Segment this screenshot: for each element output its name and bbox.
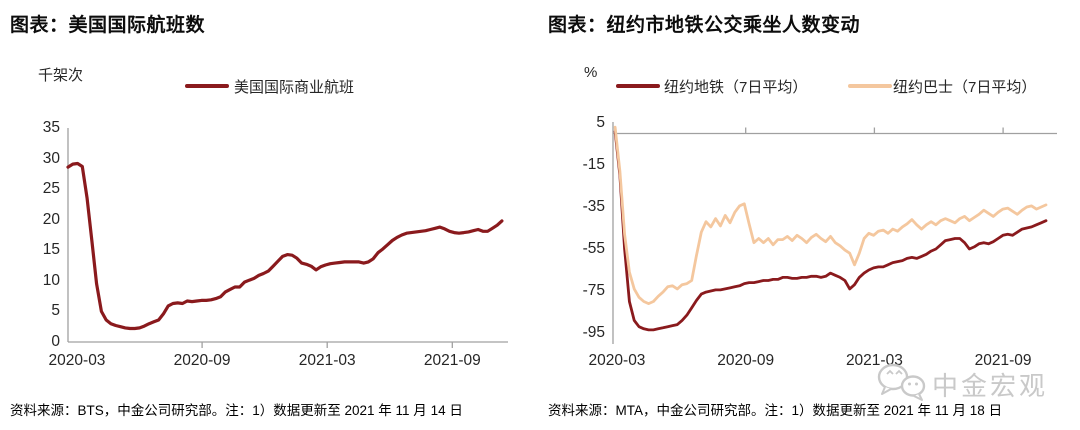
x-axis-tick-label: 2020-03 [588, 352, 646, 369]
x-axis-tick-label: 2021-09 [423, 352, 481, 369]
x-axis-tick-label: 2021-09 [974, 352, 1032, 369]
ridership-chart-title: 图表：纽约市地铁公交乘坐人数变动 [548, 15, 861, 36]
watermark-text: 中金宏观 [932, 371, 1049, 401]
flights-legend-label: 美国国际商业航班 [234, 79, 355, 96]
y-axis-tick-label: 10 [42, 272, 60, 289]
y-axis-tick-label: -15 [582, 156, 605, 173]
y-axis-tick-label: -35 [582, 198, 605, 215]
bus-legend-swatch [848, 84, 892, 88]
ridership-chart-panel: 图表：纽约市地铁公交乘坐人数变动 % 纽约地铁（7日平均） 纽约巴士（7日平均）… [540, 0, 1080, 430]
watermark: 中金宏观 [876, 362, 1066, 404]
ridership-chart-canvas [612, 122, 1057, 344]
wechat-chat-bubbles-icon [877, 363, 926, 401]
y-axis-tick-label: -75 [582, 282, 605, 299]
x-axis-tick-label: 2020-09 [717, 352, 775, 369]
flights-chart-panel: 图表：美国国际航班数 千架次 美国国际商业航班 资料来源：BTS，中金公司研究部… [10, 15, 508, 418]
y-axis-tick-label: -95 [582, 324, 605, 341]
flights-source-note: 资料来源：BTS，中金公司研究部。注：1）数据更新至 2021 年 11 月 1… [10, 403, 463, 418]
y-axis-tick-label: -55 [582, 240, 605, 257]
y-axis-tick-label: 0 [51, 333, 60, 350]
flights-legend-swatch [185, 84, 229, 88]
y-axis-tick-label: 30 [42, 150, 60, 167]
y-axis-tick-label: 35 [42, 119, 60, 136]
subway-legend-label: 纽约地铁（7日平均） [664, 79, 808, 96]
flights-chart-title: 图表：美国国际航班数 [10, 15, 206, 36]
ridership-y-unit-label: % [584, 64, 598, 81]
flights-chart-canvas [66, 128, 508, 348]
x-axis-tick-label: 2021-03 [298, 352, 356, 369]
y-axis-tick-label: 5 [51, 302, 60, 319]
y-axis-tick-label: 25 [42, 180, 60, 197]
y-axis-tick-label: 20 [42, 211, 60, 228]
x-axis-tick-label: 2020-03 [48, 352, 106, 369]
flights-y-unit-label: 千架次 [38, 67, 84, 84]
ridership-source-note: 资料来源：MTA，中金公司研究部。注：1）数据更新至 2021 年 11 月 1… [548, 403, 1003, 418]
subway-legend-swatch [616, 84, 660, 88]
y-axis-tick-label: 5 [596, 114, 605, 131]
x-axis-tick-label: 2020-09 [173, 352, 231, 369]
bus-legend-label: 纽约巴士（7日平均） [893, 79, 1037, 96]
y-axis-tick-label: 15 [42, 241, 60, 258]
